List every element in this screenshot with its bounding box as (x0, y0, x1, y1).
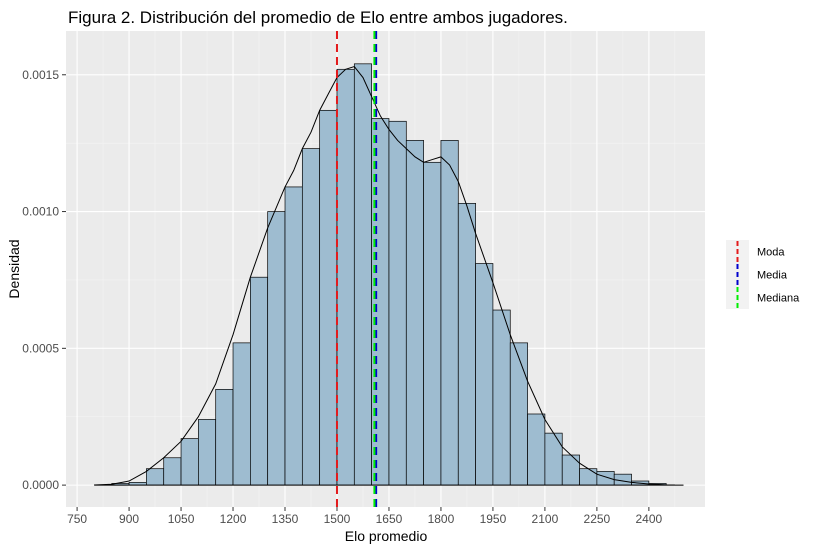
histogram-bar (163, 457, 182, 486)
x-axis-title: Elo promedio (345, 528, 428, 544)
histogram-bar (284, 186, 303, 486)
histogram-bar (336, 68, 355, 486)
histogram-bar (527, 413, 546, 486)
histogram-bar (198, 419, 217, 486)
x-tick-label: 1500 (324, 512, 351, 526)
histogram-bar (388, 120, 407, 486)
histogram-bar (180, 438, 199, 486)
histogram-bar (232, 342, 251, 486)
histogram-bar (440, 140, 459, 486)
legend-label-moda: Moda (757, 247, 785, 259)
legend: Moda Media Mediana (726, 240, 800, 309)
reference-lines (335, 31, 378, 507)
y-tick-label: 0.0015 (22, 68, 59, 82)
x-tick-label: 1950 (480, 512, 507, 526)
x-tick-label: 1200 (220, 512, 247, 526)
x-tick-label: 1650 (376, 512, 403, 526)
histogram-bar (146, 468, 165, 486)
histogram-bar (509, 342, 528, 486)
histogram-bar (301, 148, 321, 486)
y-tick-label: 0.0010 (22, 205, 59, 219)
histogram-bar (423, 161, 442, 486)
x-axis: 750 900 1050 1200 1350 1500 1650 1800 1950 2100 22… (67, 507, 663, 526)
histogram-bar (579, 468, 598, 486)
histogram-bar (267, 211, 286, 486)
x-tick-label: 1350 (272, 512, 299, 526)
histogram-bar (405, 140, 424, 486)
x-tick-label: 2250 (584, 512, 611, 526)
legend-label-mediana: Mediana (757, 293, 800, 305)
x-tick-label: 2400 (636, 512, 663, 526)
legend-label-media: Media (757, 270, 788, 282)
histogram-bar (457, 202, 476, 486)
y-tick-label: 0.0005 (22, 341, 59, 355)
histogram-bar (319, 109, 338, 486)
histogram-bar (215, 389, 234, 486)
histogram-bar (596, 471, 615, 486)
histogram-bar (475, 263, 494, 486)
x-tick-label: 1800 (428, 512, 455, 526)
x-tick-label: 1050 (168, 512, 195, 526)
chart-title: Figura 2. Distribución del promedio de E… (68, 8, 568, 27)
histogram-bar (353, 63, 372, 486)
histogram-bar (371, 118, 390, 486)
histogram-bar (544, 432, 563, 486)
y-axis-title: Densidad (6, 239, 22, 298)
density-curve (94, 65, 675, 486)
histogram-bar (561, 454, 580, 486)
histogram-bar (250, 276, 269, 486)
y-tick-label: 0.0000 (22, 478, 59, 492)
x-tick-label: 2100 (532, 512, 559, 526)
x-tick-label: 900 (119, 512, 139, 526)
x-tick-label: 750 (67, 512, 87, 526)
y-axis: 0.0000 0.0005 0.0010 0.0015 (22, 68, 66, 492)
histogram-bar (492, 309, 511, 486)
